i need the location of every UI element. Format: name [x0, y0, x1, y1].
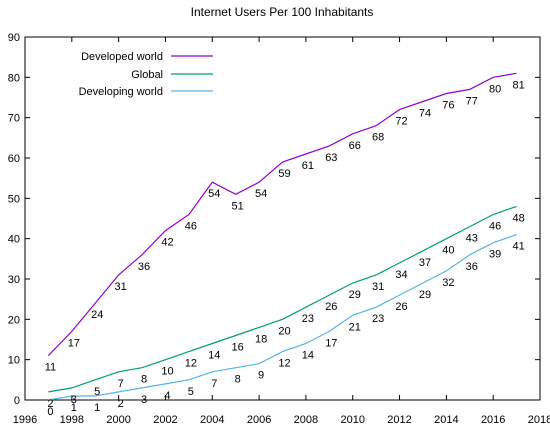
- data-label-developed-world: 59: [278, 168, 290, 180]
- x-tick-label: 2010: [340, 414, 364, 426]
- data-label-global: 8: [141, 374, 147, 386]
- data-label-global: 46: [489, 220, 501, 232]
- data-label-developed-world: 54: [255, 188, 267, 200]
- x-tick-label: 1996: [13, 414, 37, 426]
- data-label-developing-world: 32: [442, 277, 454, 289]
- data-label-developing-world: 5: [188, 386, 194, 398]
- data-label-developed-world: 72: [395, 116, 407, 128]
- data-label-global: 16: [232, 341, 244, 353]
- data-label-developing-world: 1: [94, 402, 100, 414]
- data-label-global: 7: [118, 378, 124, 390]
- data-label-developing-world: 29: [419, 289, 431, 301]
- data-label-developed-world: 51: [232, 200, 244, 212]
- chart-title: Internet Users Per 100 Inhabitants: [191, 5, 374, 19]
- y-tick-label: 0: [14, 395, 20, 407]
- legend-label-developed-world: Developed world: [81, 51, 163, 63]
- data-label-developing-world: 39: [489, 249, 501, 261]
- x-tick-label: 2008: [294, 414, 318, 426]
- data-label-developed-world: 46: [185, 220, 197, 232]
- data-label-developed-world: 66: [349, 140, 361, 152]
- data-label-developing-world: 14: [302, 350, 314, 362]
- data-label-global: 31: [372, 281, 384, 293]
- data-label-developed-world: 54: [208, 188, 220, 200]
- data-label-developed-world: 74: [419, 108, 431, 120]
- data-label-global: 40: [442, 245, 454, 257]
- series-line-global: [48, 205, 517, 393]
- data-label-global: 5: [94, 386, 100, 398]
- y-tick-label: 80: [8, 72, 20, 84]
- x-tick-label: 2002: [153, 414, 177, 426]
- data-label-developed-world: 77: [466, 95, 478, 107]
- series-line-developing-world: [48, 234, 517, 401]
- data-label-developed-world: 81: [512, 79, 524, 91]
- data-label-developed-world: 11: [45, 362, 56, 374]
- data-label-developed-world: 61: [302, 160, 314, 172]
- data-label-developed-world: 76: [442, 99, 454, 111]
- data-label-global: 20: [278, 325, 290, 337]
- data-label-developing-world: 21: [349, 321, 361, 333]
- data-label-global: 3: [71, 394, 77, 406]
- data-label-developing-world: 26: [395, 301, 407, 313]
- data-label-developed-world: 42: [161, 237, 173, 249]
- data-label-global: 14: [208, 350, 220, 362]
- y-tick-label: 60: [8, 153, 20, 165]
- y-tick-label: 70: [8, 113, 20, 125]
- plot-frame: [24, 36, 541, 401]
- axes: 1996 1998 2000 2002 2004 2006 2008 2010 2012 2014…: [8, 32, 550, 426]
- x-tick-label: 2006: [247, 414, 271, 426]
- legend-label-global: Global: [131, 69, 163, 81]
- y-tick-label: 10: [8, 355, 20, 367]
- data-label-global: 48: [512, 212, 524, 224]
- data-label-developed-world: 80: [489, 83, 501, 95]
- data-label-developed-world: 17: [68, 337, 80, 349]
- data-label-global: 37: [419, 257, 431, 269]
- data-label-global: 12: [185, 358, 197, 370]
- data-label-global: 10: [161, 366, 173, 378]
- x-tick-label: 2012: [387, 414, 411, 426]
- data-label-developed-world: 63: [325, 152, 337, 164]
- data-label-global: 18: [255, 333, 267, 345]
- data-label-developing-world: 2: [118, 398, 124, 410]
- x-tick-label: 1998: [60, 414, 84, 426]
- data-label-developing-world: 41: [512, 241, 524, 253]
- data-label-global: 29: [349, 289, 361, 301]
- data-label-developed-world: 31: [115, 281, 127, 293]
- data-label-global: 43: [466, 233, 478, 245]
- data-label-developing-world: 9: [258, 370, 264, 382]
- data-label-developing-world: 12: [278, 358, 290, 370]
- data-label-developing-world: 17: [325, 337, 337, 349]
- data-label-developing-world: 4: [164, 390, 170, 402]
- data-label-developing-world: 36: [466, 261, 478, 273]
- x-tick-label: 2014: [434, 414, 458, 426]
- legend: Developed world Global Developing world: [79, 51, 213, 98]
- data-label-global: 23: [302, 313, 314, 325]
- data-label-developing-world: 8: [235, 374, 241, 386]
- x-tick-label: 2016: [481, 414, 505, 426]
- y-tick-label: 20: [8, 314, 20, 326]
- y-tick-label: 30: [8, 274, 20, 286]
- x-tick-label: 2004: [200, 414, 224, 426]
- data-label-global: 34: [395, 269, 407, 281]
- x-tick-label: 2000: [106, 414, 130, 426]
- data-label-developing-world: 1: [71, 402, 77, 414]
- data-label-developing-world: 0: [47, 406, 53, 418]
- series-layer: [47, 72, 517, 401]
- y-tick-label: 50: [8, 193, 20, 205]
- y-tick-label: 40: [8, 234, 20, 246]
- data-label-developing-world: 7: [211, 378, 217, 390]
- data-label-developing-world: 23: [372, 313, 384, 325]
- legend-label-developing-world: Developing world: [79, 86, 163, 98]
- x-tick-label: 2018: [528, 414, 550, 426]
- data-label-developing-world: 3: [141, 394, 147, 406]
- data-label-developed-world: 68: [372, 132, 384, 144]
- series-line-developed-world: [47, 72, 517, 357]
- y-tick-label: 90: [8, 32, 20, 44]
- data-label-developed-world: 36: [138, 261, 150, 273]
- data-label-developed-world: 24: [91, 309, 103, 321]
- data-label-global: 26: [325, 301, 337, 313]
- data-label-global: 2: [47, 398, 53, 410]
